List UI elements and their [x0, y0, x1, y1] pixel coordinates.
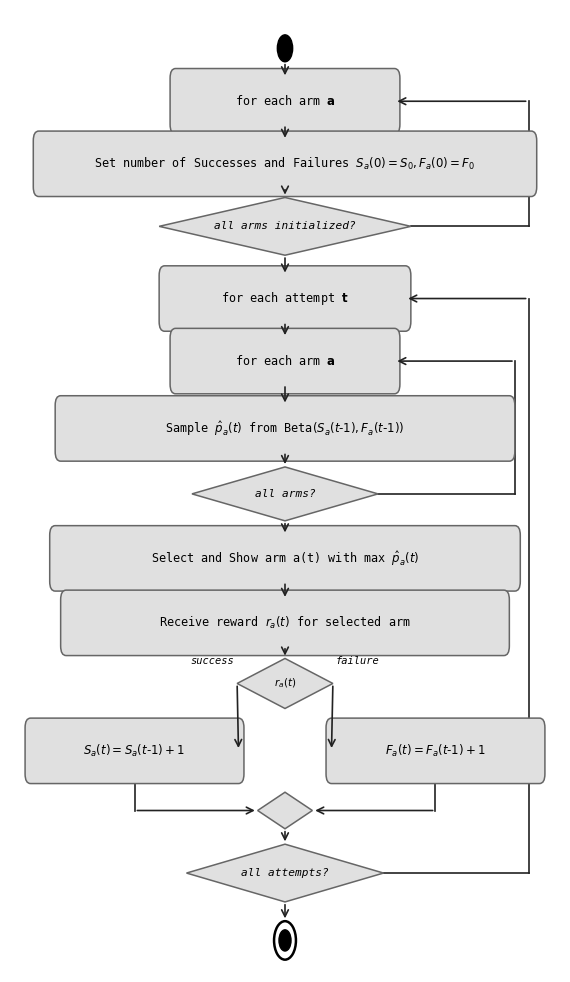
Polygon shape: [159, 197, 411, 255]
Text: Sample $\hat{p}_a(t)$ from Beta$(S_a(t\text{-}1), F_a(t\text{-}1))$: Sample $\hat{p}_a(t)$ from Beta$(S_a(t\t…: [165, 419, 405, 438]
FancyBboxPatch shape: [25, 718, 244, 784]
FancyBboxPatch shape: [326, 718, 545, 784]
FancyBboxPatch shape: [60, 590, 510, 656]
Text: Set number of Successes and Failures $S_a(0) = S_0, F_a(0)=F_0$: Set number of Successes and Failures $S_…: [95, 156, 475, 172]
Text: for each arm $\mathbf{a}$: for each arm $\mathbf{a}$: [234, 94, 336, 108]
Text: all attempts?: all attempts?: [241, 868, 329, 878]
Text: all arms initialized?: all arms initialized?: [214, 221, 356, 232]
Text: all arms?: all arms?: [255, 489, 315, 499]
Text: success: success: [190, 656, 234, 666]
FancyBboxPatch shape: [159, 266, 411, 331]
Text: for each arm $\mathbf{a}$: for each arm $\mathbf{a}$: [234, 355, 336, 368]
Text: for each attempt $\mathbf{t}$: for each attempt $\mathbf{t}$: [221, 290, 349, 307]
FancyBboxPatch shape: [55, 396, 515, 462]
FancyBboxPatch shape: [170, 328, 400, 394]
Text: Select and Show arm a(t) with max $\hat{p}_a(t)$: Select and Show arm a(t) with max $\hat{…: [151, 549, 419, 568]
Text: $F_a(t) = F_a(t\text{-}1) + 1$: $F_a(t) = F_a(t\text{-}1) + 1$: [385, 742, 486, 759]
Text: Receive reward $r_a(t)$ for selected arm: Receive reward $r_a(t)$ for selected arm: [159, 615, 411, 630]
Text: $S_a(t) = S_a(t\text{-}1) + 1$: $S_a(t) = S_a(t\text{-}1) + 1$: [83, 742, 186, 759]
Circle shape: [278, 34, 292, 62]
Polygon shape: [192, 467, 378, 520]
FancyBboxPatch shape: [170, 69, 400, 134]
Circle shape: [279, 930, 291, 951]
Text: $r_a(t)$: $r_a(t)$: [274, 677, 296, 690]
FancyBboxPatch shape: [33, 131, 537, 196]
Polygon shape: [186, 845, 384, 901]
Text: failure: failure: [336, 656, 380, 666]
FancyBboxPatch shape: [50, 525, 520, 591]
Polygon shape: [258, 792, 312, 829]
Polygon shape: [237, 659, 333, 708]
